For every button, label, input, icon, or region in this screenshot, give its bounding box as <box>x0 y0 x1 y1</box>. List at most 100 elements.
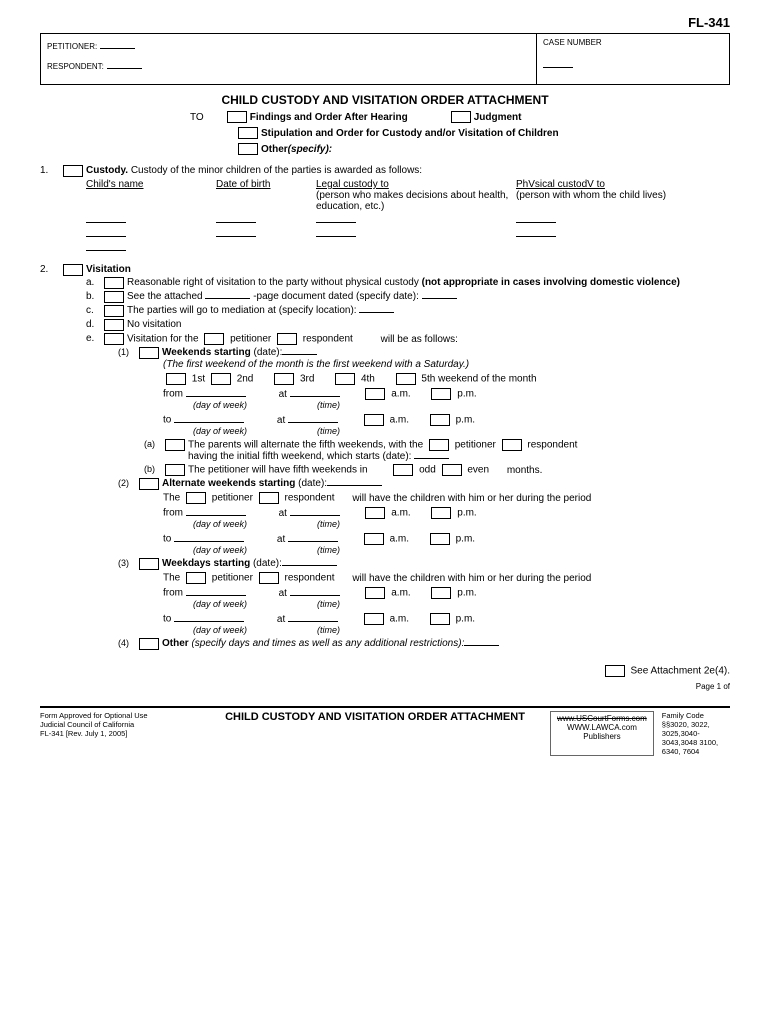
publisher-box: www.USCourtForms.com WWW.LAWCA.com Publi… <box>550 711 654 756</box>
to2-time[interactable] <box>288 541 338 542</box>
a-checkbox[interactable] <box>104 277 124 289</box>
b-date[interactable] <box>422 298 457 299</box>
even-cb[interactable] <box>442 464 462 476</box>
aw-resp-cb[interactable] <box>259 492 279 504</box>
w5-cb[interactable] <box>396 373 416 385</box>
w3-cb[interactable] <box>274 373 294 385</box>
wkend-note: (The first weekend of the month is the f… <box>163 359 730 370</box>
from1-pm-cb[interactable] <box>431 388 451 400</box>
oth-line[interactable] <box>464 645 499 646</box>
sec2-checkbox[interactable] <box>63 264 83 276</box>
e-resp: respondent <box>303 334 353 345</box>
e-resp-checkbox[interactable] <box>277 333 297 345</box>
sub-4: (4) <box>118 638 136 650</box>
to3-time[interactable] <box>288 621 338 622</box>
sub-3: (3) <box>118 558 136 570</box>
child-row1-legal[interactable] <box>316 222 356 223</box>
stipulation-checkbox[interactable] <box>238 127 258 139</box>
from2-pm-cb[interactable] <box>431 507 451 519</box>
wkend-date[interactable] <box>282 354 317 355</box>
from3-day[interactable] <box>186 595 246 596</box>
sub-d: d. <box>86 319 101 331</box>
dow3: (day of week) <box>193 519 247 529</box>
w2: 2nd <box>237 374 254 385</box>
wkend-title: Weekends starting <box>162 347 251 358</box>
d-checkbox[interactable] <box>104 319 124 331</box>
aw-pet-cb[interactable] <box>186 492 206 504</box>
from3-pm-cb[interactable] <box>431 587 451 599</box>
oth-checkbox[interactable] <box>139 638 159 650</box>
alt5-resp-cb[interactable] <box>502 439 522 451</box>
alt5-date[interactable] <box>414 458 449 459</box>
child-row2-name[interactable] <box>86 236 126 237</box>
w1-cb[interactable] <box>166 373 186 385</box>
judgment-checkbox[interactable] <box>451 111 471 123</box>
w2-cb[interactable] <box>211 373 231 385</box>
sub-a2: (a) <box>144 439 162 462</box>
findings-label: Findings and Order After Hearing <box>250 112 408 123</box>
child-row2-legal[interactable] <box>316 236 356 237</box>
odd-cb[interactable] <box>393 464 413 476</box>
child-row2-dob[interactable] <box>216 236 256 237</box>
from3-time[interactable] <box>290 595 340 596</box>
altwk-checkbox[interactable] <box>139 478 159 490</box>
child-row2-phys[interactable] <box>516 236 556 237</box>
to1-day[interactable] <box>174 422 244 423</box>
other-checkbox[interactable] <box>238 143 258 155</box>
alt5-checkbox[interactable] <box>165 439 185 451</box>
from2-day[interactable] <box>186 515 246 516</box>
from1-time[interactable] <box>290 396 340 397</box>
time6: (time) <box>317 625 340 635</box>
respondent-field[interactable] <box>107 58 142 69</box>
from3-am-cb[interactable] <box>365 587 385 599</box>
wd-pet-cb[interactable] <box>186 572 206 584</box>
wkend-checkbox[interactable] <box>139 347 159 359</box>
e-pet-checkbox[interactable] <box>204 333 224 345</box>
from2-am: a.m. <box>391 508 410 519</box>
b-checkbox[interactable] <box>104 291 124 303</box>
seeatt-cb[interactable] <box>605 665 625 677</box>
from1-am-cb[interactable] <box>365 388 385 400</box>
child-row1-dob[interactable] <box>216 222 256 223</box>
alt5-pet-cb[interactable] <box>429 439 449 451</box>
from2-time[interactable] <box>290 515 340 516</box>
child-row1-phys[interactable] <box>516 222 556 223</box>
seeatt: See Attachment 2e(4). <box>630 666 730 677</box>
to2-pm-cb[interactable] <box>430 533 450 545</box>
wkday-checkbox[interactable] <box>139 558 159 570</box>
from1-day[interactable] <box>186 396 246 397</box>
from1-pm: p.m. <box>457 389 476 400</box>
altwk-date[interactable] <box>327 485 382 486</box>
child-row1-name[interactable] <box>86 222 126 223</box>
to3-pm-cb[interactable] <box>430 613 450 625</box>
c-text: The parties will go to mediation at (spe… <box>127 305 357 316</box>
wkday-date[interactable] <box>282 565 337 566</box>
to2-day[interactable] <box>174 541 244 542</box>
to3-am: a.m. <box>390 614 409 625</box>
case-number-field[interactable] <box>543 57 573 68</box>
from3-am: a.m. <box>391 588 410 599</box>
wkday-date-lbl: (date): <box>253 558 282 569</box>
to1-am-cb[interactable] <box>364 414 384 426</box>
e-checkbox[interactable] <box>104 333 124 345</box>
sec1-checkbox[interactable] <box>63 165 83 177</box>
to1-pm-cb[interactable] <box>430 414 450 426</box>
to3-day[interactable] <box>174 621 244 622</box>
b-pages[interactable] <box>205 298 250 299</box>
findings-checkbox[interactable] <box>227 111 247 123</box>
physical-header: PhVsical custodV to <box>516 179 605 190</box>
w4-cb[interactable] <box>335 373 355 385</box>
wd-resp-cb[interactable] <box>259 572 279 584</box>
c-loc[interactable] <box>359 312 394 313</box>
altwk-title: Alternate weekends starting <box>162 478 295 489</box>
from1: from <box>163 389 183 400</box>
to2-am-cb[interactable] <box>364 533 384 545</box>
to3-am-cb[interactable] <box>364 613 384 625</box>
petitioner-field[interactable] <box>100 38 135 49</box>
physical-sub: (person with whom the child lives) <box>516 190 666 201</box>
c-checkbox[interactable] <box>104 305 124 317</box>
child-row3-name[interactable] <box>86 250 126 251</box>
to1-time[interactable] <box>288 422 338 423</box>
from2-am-cb[interactable] <box>365 507 385 519</box>
fifthb-checkbox[interactable] <box>165 464 185 476</box>
